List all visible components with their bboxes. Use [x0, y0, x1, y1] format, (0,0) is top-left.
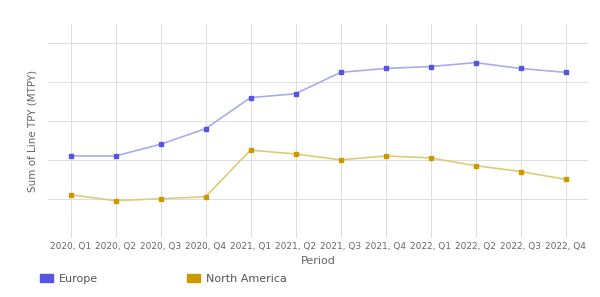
Legend: Europe, North America: Europe, North America: [35, 269, 291, 288]
Y-axis label: Sum of Line TPY (MTPY): Sum of Line TPY (MTPY): [28, 69, 38, 192]
X-axis label: Period: Period: [301, 256, 335, 266]
